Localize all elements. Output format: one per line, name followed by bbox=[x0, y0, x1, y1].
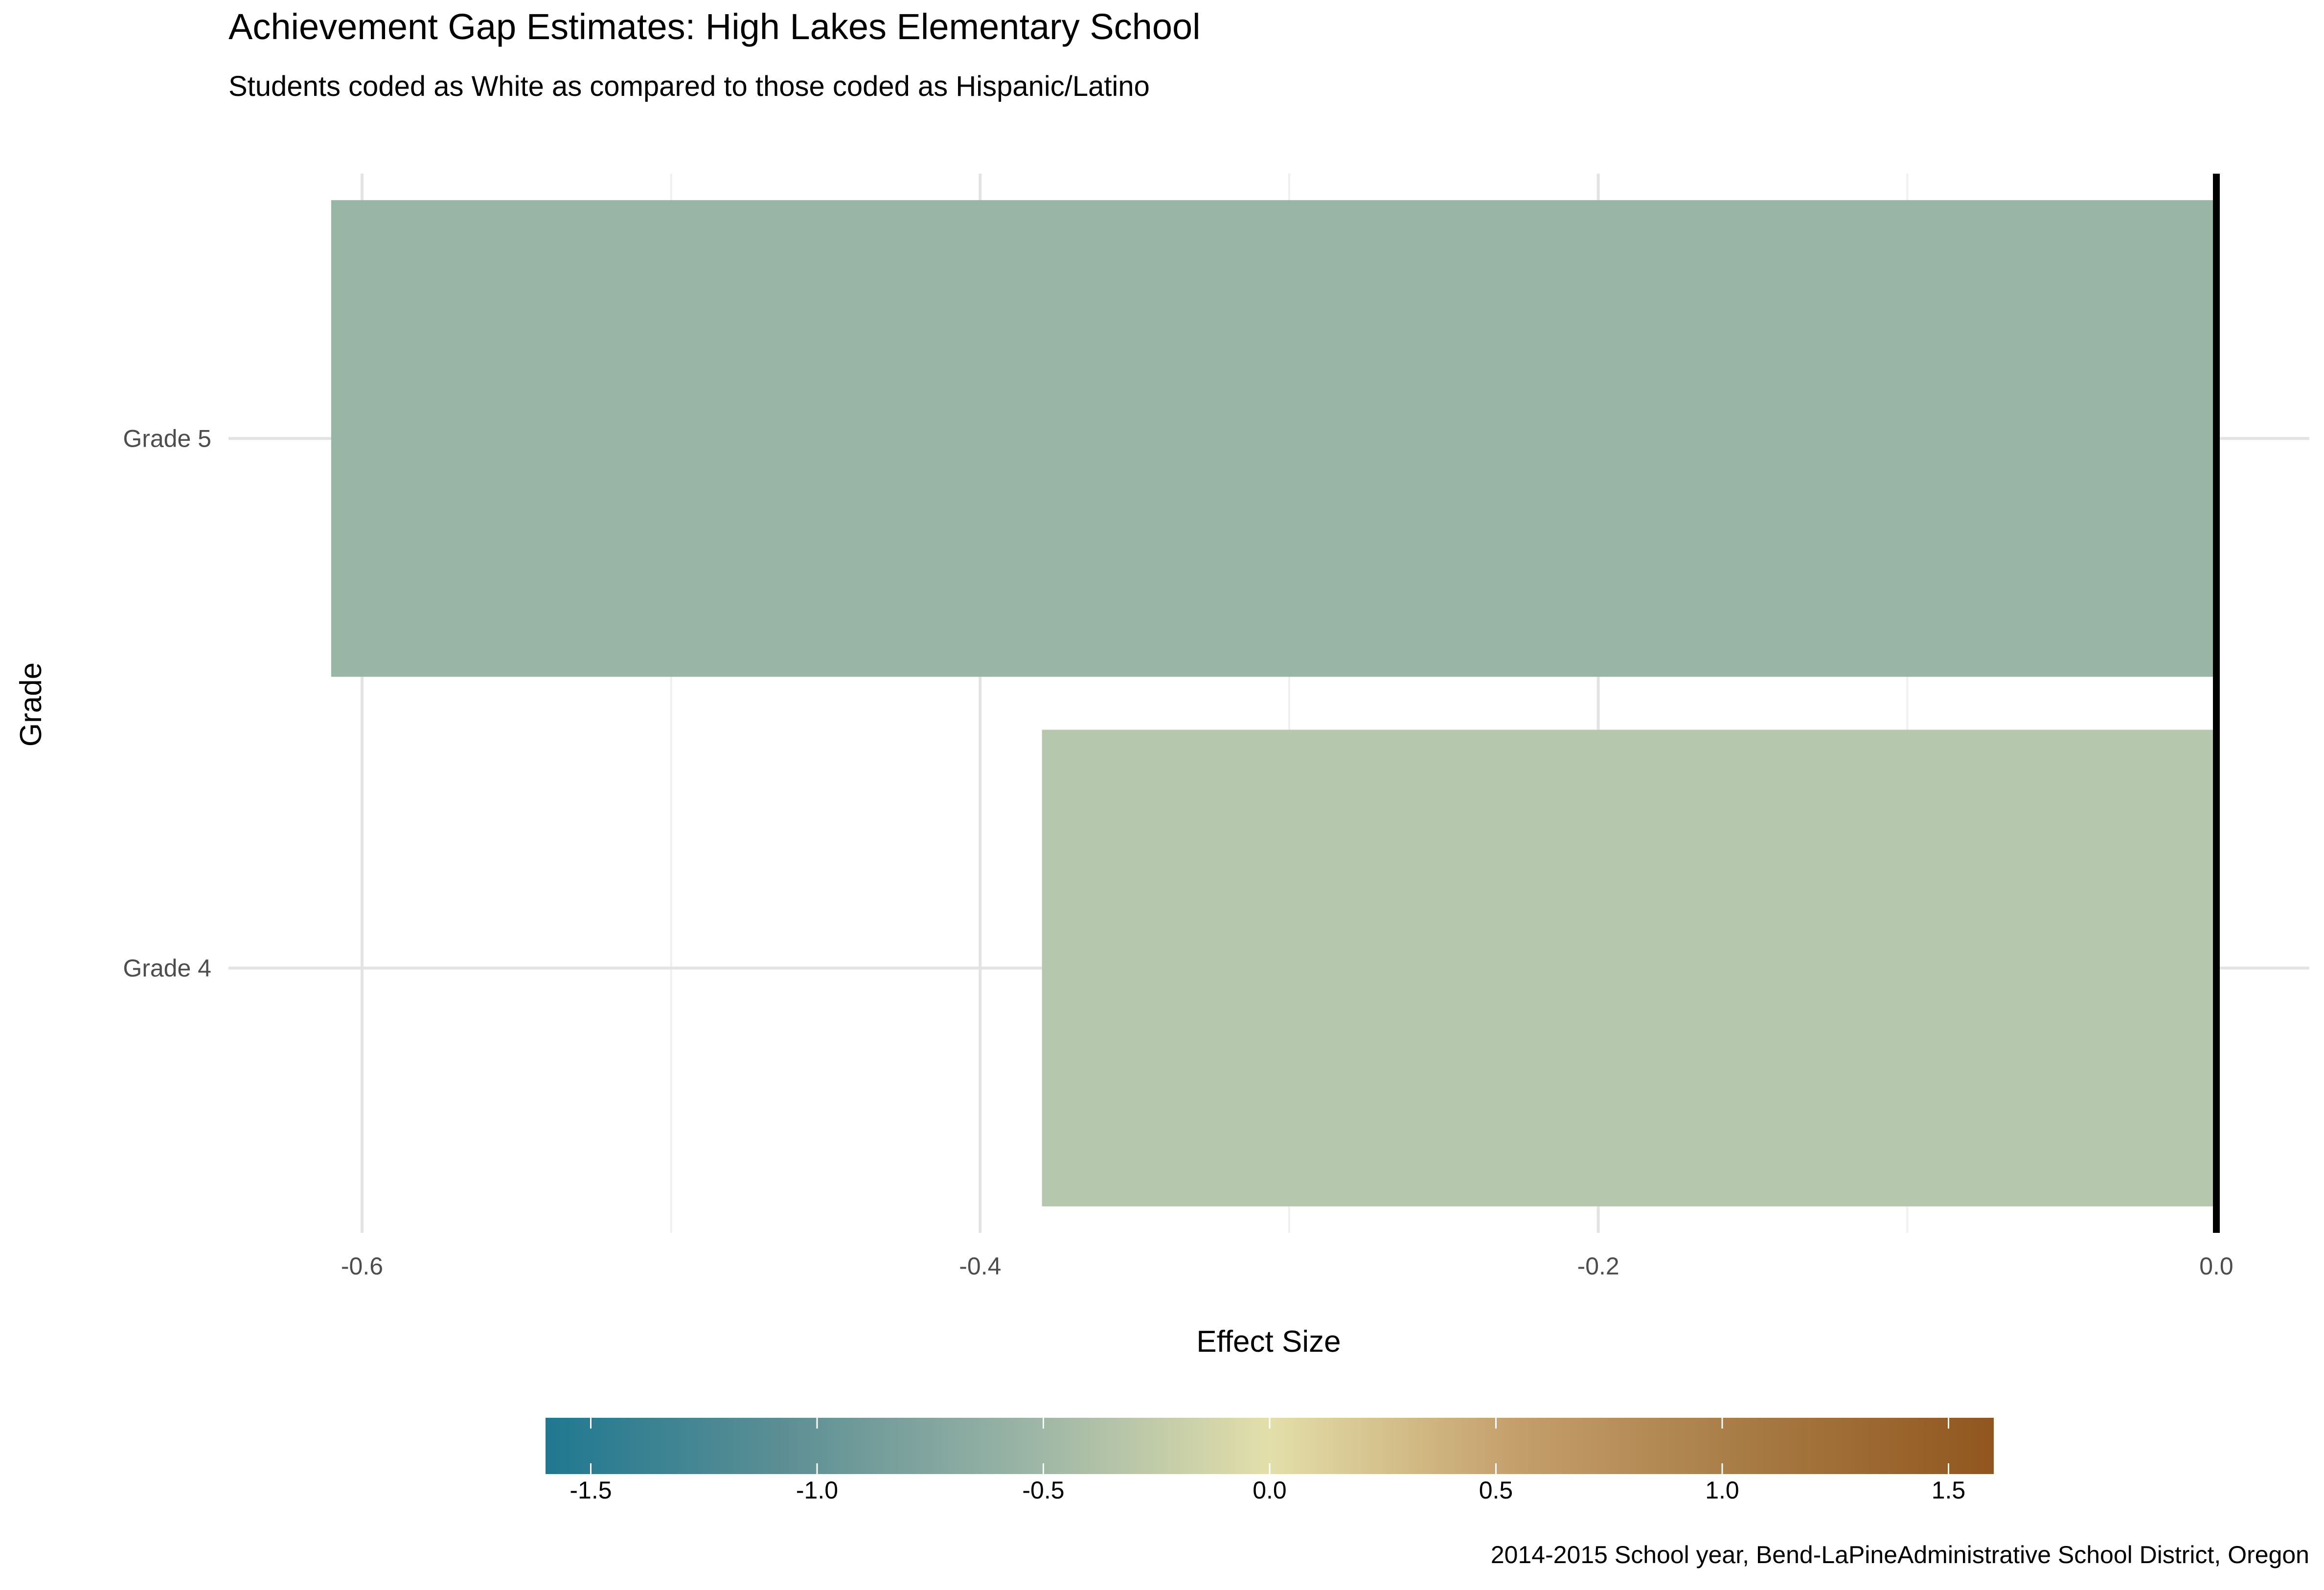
colorbar-tick-label: -1.5 bbox=[570, 1476, 612, 1504]
x-axis-title: Effect Size bbox=[1196, 1325, 1341, 1359]
colorbar-tick-label: 0.0 bbox=[1253, 1476, 1287, 1504]
colorbar-tick-label: 1.0 bbox=[1705, 1476, 1739, 1504]
chart-title: Achievement Gap Estimates: High Lakes El… bbox=[228, 6, 1201, 47]
colorbar-tick-label: 0.5 bbox=[1479, 1476, 1513, 1504]
y-axis-title: Grade bbox=[14, 662, 48, 747]
chart-subtitle: Students coded as White as compared to t… bbox=[228, 70, 1150, 102]
colorbar-tick-label: 1.5 bbox=[1932, 1476, 1966, 1504]
x-axis-ticks: -0.6 -0.4 -0.2 0.0 bbox=[341, 1252, 2233, 1280]
colorbar-legend: -1.5 -1.0 -0.5 0.0 0.5 1.0 1.5 bbox=[546, 1418, 1994, 1504]
y-axis-ticks: Grade 4 Grade 5 bbox=[123, 425, 211, 982]
bars bbox=[331, 200, 2217, 1206]
colorbar-tick-label: -0.5 bbox=[1022, 1476, 1064, 1504]
x-tick-label: -0.2 bbox=[1577, 1252, 1619, 1280]
x-tick-label: -0.6 bbox=[341, 1252, 383, 1280]
y-tick-label: Grade 5 bbox=[123, 425, 211, 452]
x-tick-label: -0.4 bbox=[959, 1252, 1001, 1280]
y-tick-label: Grade 4 bbox=[123, 954, 211, 982]
colorbar-tick-label: -1.0 bbox=[796, 1476, 838, 1504]
x-tick-label: 0.0 bbox=[2199, 1252, 2233, 1280]
bar-grade-4 bbox=[1042, 729, 2216, 1206]
bar-grade-5 bbox=[331, 200, 2217, 677]
chart-caption: 2014-2015 School year, Bend-LaPineAdmini… bbox=[1490, 1541, 2309, 1568]
